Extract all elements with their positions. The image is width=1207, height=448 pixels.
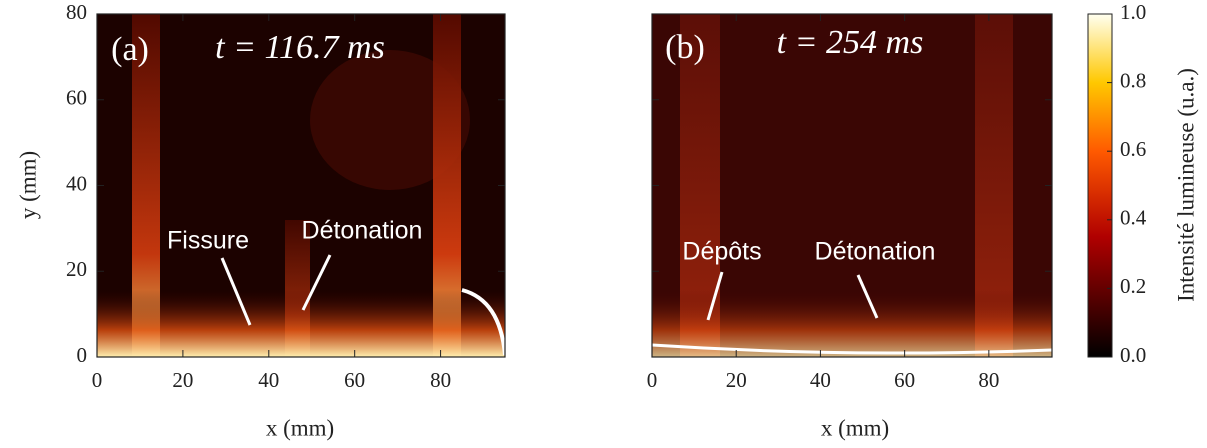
annotation: Fissure: [167, 227, 249, 255]
x-tick-label: 60: [344, 368, 365, 392]
x-tick-label: 60: [894, 368, 915, 392]
x-tick-label: 40: [258, 368, 279, 392]
annotation-line: [301, 254, 332, 311]
annotation: Dépôts: [682, 238, 761, 266]
x-axis-label: x (mm): [821, 415, 889, 440]
y-tick-label: 80: [66, 0, 87, 24]
y-tick-label: 60: [66, 86, 87, 110]
colorbar-label: Intensité lumineuse (u.a.): [1173, 68, 1198, 302]
x-tick-label: 20: [172, 368, 193, 392]
y-axis-label: y (mm): [15, 151, 40, 219]
y-tick-label: 0: [77, 343, 88, 367]
panel-label: (b): [665, 29, 705, 66]
annotation-line: [706, 271, 724, 321]
annotation: Détonation: [815, 238, 936, 266]
x-tick-label: 20: [726, 368, 747, 392]
annotation-line: [856, 274, 879, 319]
y-tick-label: 40: [66, 171, 87, 195]
colorbar-tick-label: 1.0: [1120, 0, 1146, 24]
colorbar: [1087, 13, 1113, 358]
annotation-line: [220, 257, 252, 326]
x-tick-label: 80: [430, 368, 451, 392]
time-label: t = 254 ms: [777, 24, 924, 61]
x-tick-label: 40: [810, 368, 831, 392]
colorbar-tick-label: 0.0: [1120, 343, 1146, 367]
colorbar-tick-label: 0.4: [1120, 206, 1147, 230]
colorbar-tick-label: 0.2: [1120, 274, 1146, 298]
time-label: t = 116.7 ms: [215, 29, 385, 66]
image-b: [651, 14, 1053, 357]
annotation: Détonation: [302, 217, 423, 245]
colorbar-tick-label: 0.8: [1120, 68, 1146, 92]
x-tick-label: 80: [978, 368, 999, 392]
image-a: [97, 14, 507, 357]
panel-label: (a): [111, 31, 149, 68]
colorbar-tick-label: 0.6: [1120, 137, 1146, 161]
y-tick-label: 20: [66, 257, 87, 281]
x-axis-label: x (mm): [266, 415, 334, 440]
x-tick-label: 0: [92, 368, 103, 392]
x-tick-label: 0: [647, 368, 658, 392]
